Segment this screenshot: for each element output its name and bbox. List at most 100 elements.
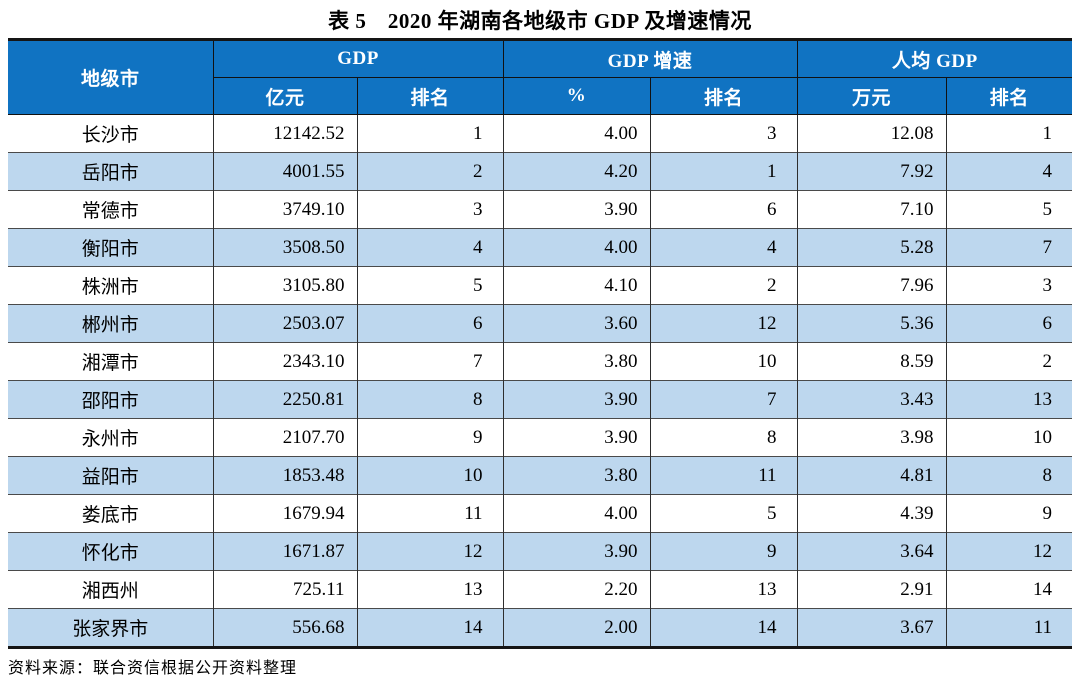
city-cell: 张家界市 — [8, 608, 214, 648]
gdp-value-cell: 2343.10 — [212, 342, 358, 381]
pcgdp-rank-cell: 13 — [945, 380, 1073, 419]
growth-value-cell: 3.60 — [502, 304, 651, 343]
gdp-rank-cell: 1 — [356, 114, 504, 153]
pcgdp-rank-cell: 5 — [945, 190, 1073, 229]
table-row: 株洲市 3105.80 5 4.10 2 7.96 3 — [8, 266, 1073, 305]
city-cell: 湘西州 — [8, 570, 214, 609]
gdp-rank-cell: 4 — [356, 228, 504, 267]
city-cell: 湘潭市 — [8, 342, 214, 381]
table-row: 常德市 3749.10 3 3.90 6 7.10 5 — [8, 190, 1073, 229]
growth-value-cell: 3.80 — [502, 342, 651, 381]
city-cell: 长沙市 — [8, 114, 214, 153]
header-city: 地级市 — [8, 39, 214, 115]
gdp-value-cell: 4001.55 — [212, 152, 358, 191]
gdp-table: 地级市 GDP GDP 增速 人均 GDP 亿元 排名 % 排名 万元 排名 长… — [8, 38, 1073, 649]
gdp-rank-cell: 11 — [356, 494, 504, 533]
growth-rank-cell: 8 — [649, 418, 798, 457]
growth-rank-cell: 5 — [649, 494, 798, 533]
header-growth-group: GDP 增速 — [502, 39, 798, 78]
header-gdp-group: GDP — [212, 39, 504, 78]
gdp-value-cell: 2107.70 — [212, 418, 358, 457]
pcgdp-rank-cell: 7 — [945, 228, 1073, 267]
pcgdp-rank-cell: 12 — [945, 532, 1073, 571]
table-row: 怀化市 1671.87 12 3.90 9 3.64 12 — [8, 532, 1073, 571]
table-header: 地级市 GDP GDP 增速 人均 GDP 亿元 排名 % 排名 万元 排名 — [8, 39, 1073, 115]
growth-rank-cell: 1 — [649, 152, 798, 191]
pcgdp-rank-cell: 1 — [945, 114, 1073, 153]
growth-value-cell: 2.20 — [502, 570, 651, 609]
pcgdp-value-cell: 2.91 — [796, 570, 947, 609]
table-body: 长沙市 12142.52 1 4.00 3 12.08 1 岳阳市 4001.55 2 4.20 1 7… — [8, 114, 1073, 648]
growth-value-cell: 4.10 — [502, 266, 651, 305]
city-cell: 常德市 — [8, 190, 214, 229]
pcgdp-rank-cell: 3 — [945, 266, 1073, 305]
growth-value-cell: 3.90 — [502, 190, 651, 229]
gdp-rank-cell: 6 — [356, 304, 504, 343]
table-row: 衡阳市 3508.50 4 4.00 4 5.28 7 — [8, 228, 1073, 267]
growth-value-cell: 3.90 — [502, 532, 651, 571]
table-row: 长沙市 12142.52 1 4.00 3 12.08 1 — [8, 114, 1073, 153]
header-growth-rank: 排名 — [649, 77, 798, 115]
table-title: 表 5 2020 年湖南各地级市 GDP 及增速情况 — [328, 9, 752, 33]
header-pcgdp-group: 人均 GDP — [796, 39, 1073, 78]
city-cell: 益阳市 — [8, 456, 214, 495]
growth-rank-cell: 2 — [649, 266, 798, 305]
gdp-rank-cell: 10 — [356, 456, 504, 495]
gdp-rank-cell: 13 — [356, 570, 504, 609]
city-cell: 岳阳市 — [8, 152, 214, 191]
gdp-value-cell: 1671.87 — [212, 532, 358, 571]
pcgdp-value-cell: 7.10 — [796, 190, 947, 229]
growth-rank-cell: 6 — [649, 190, 798, 229]
pcgdp-value-cell: 3.67 — [796, 608, 947, 648]
gdp-value-cell: 1679.94 — [212, 494, 358, 533]
gdp-value-cell: 556.68 — [212, 608, 358, 648]
pcgdp-value-cell: 5.36 — [796, 304, 947, 343]
gdp-rank-cell: 7 — [356, 342, 504, 381]
pcgdp-rank-cell: 10 — [945, 418, 1073, 457]
gdp-value-cell: 1853.48 — [212, 456, 358, 495]
table-row: 邵阳市 2250.81 8 3.90 7 3.43 13 — [8, 380, 1073, 419]
city-cell: 娄底市 — [8, 494, 214, 533]
pcgdp-rank-cell: 9 — [945, 494, 1073, 533]
pcgdp-value-cell: 7.96 — [796, 266, 947, 305]
header-gdp-rank: 排名 — [356, 77, 504, 115]
source-note: 资料来源：联合资信根据公开资料整理 — [8, 660, 298, 675]
city-cell: 怀化市 — [8, 532, 214, 571]
growth-rank-cell: 3 — [649, 114, 798, 153]
growth-value-cell: 3.90 — [502, 380, 651, 419]
city-cell: 永州市 — [8, 418, 214, 457]
gdp-value-cell: 3105.80 — [212, 266, 358, 305]
city-cell: 株洲市 — [8, 266, 214, 305]
growth-rank-cell: 7 — [649, 380, 798, 419]
header-pcgdp-unit: 万元 — [796, 77, 947, 115]
table-row: 永州市 2107.70 9 3.90 8 3.98 10 — [8, 418, 1073, 457]
pcgdp-value-cell: 5.28 — [796, 228, 947, 267]
pcgdp-value-cell: 3.43 — [796, 380, 947, 419]
pcgdp-rank-cell: 11 — [945, 608, 1073, 648]
gdp-rank-cell: 14 — [356, 608, 504, 648]
pcgdp-rank-cell: 6 — [945, 304, 1073, 343]
table-row: 湘西州 725.11 13 2.20 13 2.91 14 — [8, 570, 1073, 609]
pcgdp-rank-cell: 4 — [945, 152, 1073, 191]
growth-value-cell: 3.80 — [502, 456, 651, 495]
growth-rank-cell: 10 — [649, 342, 798, 381]
pcgdp-value-cell: 12.08 — [796, 114, 947, 153]
group-header-row: 地级市 GDP GDP 增速 人均 GDP — [8, 39, 1073, 115]
growth-value-cell: 3.90 — [502, 418, 651, 457]
gdp-value-cell: 725.11 — [212, 570, 358, 609]
gdp-value-cell: 3508.50 — [212, 228, 358, 267]
growth-value-cell: 4.00 — [502, 228, 651, 267]
growth-value-cell: 4.00 — [502, 494, 651, 533]
gdp-rank-cell: 5 — [356, 266, 504, 305]
table-row: 郴州市 2503.07 6 3.60 12 5.36 6 — [8, 304, 1073, 343]
growth-rank-cell: 11 — [649, 456, 798, 495]
pcgdp-rank-cell: 8 — [945, 456, 1073, 495]
gdp-value-cell: 2250.81 — [212, 380, 358, 419]
pcgdp-value-cell: 4.39 — [796, 494, 947, 533]
gdp-rank-cell: 9 — [356, 418, 504, 457]
growth-rank-cell: 4 — [649, 228, 798, 267]
pcgdp-rank-cell: 2 — [945, 342, 1073, 381]
table-row: 张家界市 556.68 14 2.00 14 3.67 11 — [8, 608, 1073, 648]
growth-rank-cell: 13 — [649, 570, 798, 609]
